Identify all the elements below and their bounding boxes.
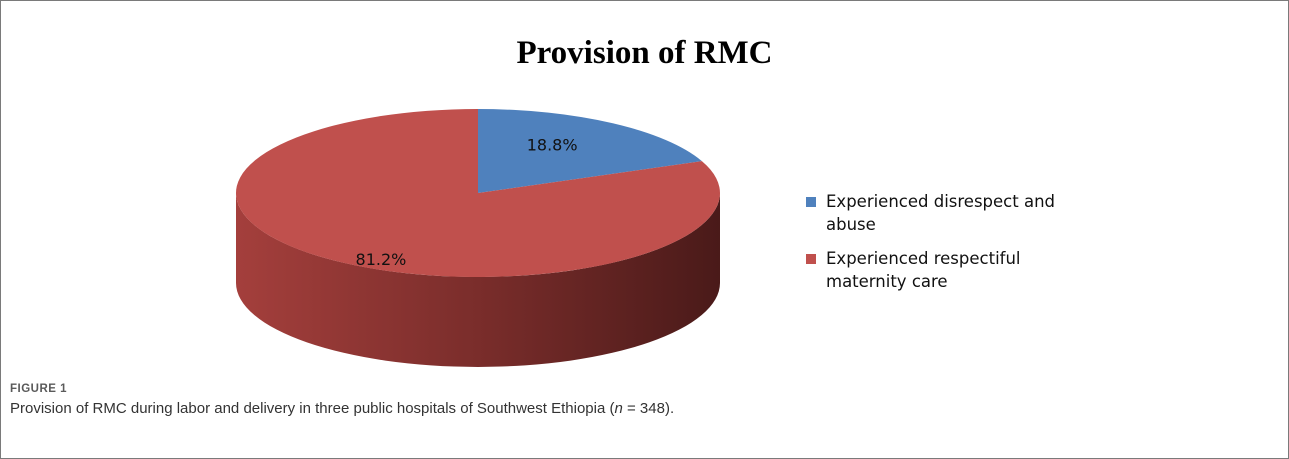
pie-slice-experienced-respectiful-maternity-care	[236, 109, 720, 277]
figure-label: FIGURE 1	[10, 383, 68, 395]
legend-swatch-disrespect	[806, 197, 816, 207]
figure-caption: Provision of RMC during labor and delive…	[10, 400, 674, 417]
caption-variable: n	[614, 400, 623, 417]
legend: Experienced disrespect and abuse Experie…	[806, 190, 1106, 304]
legend-item-respectful: Experienced respectiful maternity care	[806, 247, 1106, 293]
pie-side-wall	[236, 193, 720, 367]
caption-text-post: = 348).	[622, 400, 675, 417]
chart-title: Provision of RMC	[516, 35, 773, 71]
legend-label-disrespect-line2: abuse	[826, 215, 876, 234]
legend-label-respectful-line2: maternity care	[826, 272, 948, 291]
legend-swatch-respectful	[806, 254, 816, 264]
pie-slice-experienced-disrespect-and-abuse	[478, 109, 702, 193]
legend-label-disrespect-line1: Experienced disrespect and	[826, 192, 1056, 211]
data-label-experienced-disrespect-and-abuse: 18.8%	[527, 136, 578, 155]
legend-label-respectful-line1: Experienced respectiful	[826, 249, 1021, 268]
caption-text-pre: Provision of RMC during labor and delive…	[10, 400, 615, 417]
data-label-experienced-respectiful-maternity-care: 81.2%	[356, 250, 407, 269]
legend-item-disrespect: Experienced disrespect and abuse	[806, 190, 1106, 236]
